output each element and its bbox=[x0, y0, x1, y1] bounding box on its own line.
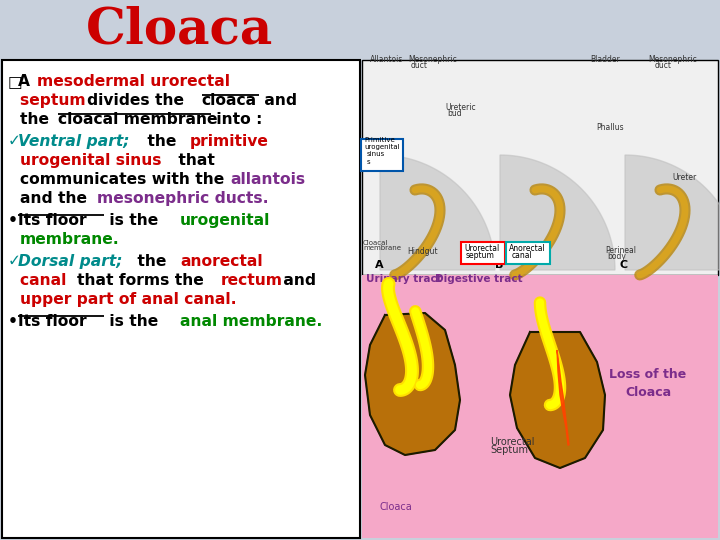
Text: is the: is the bbox=[104, 213, 163, 228]
Text: Ventral part;: Ventral part; bbox=[17, 134, 129, 149]
Text: Digestive tract: Digestive tract bbox=[435, 274, 523, 284]
Text: B: B bbox=[495, 260, 503, 270]
Text: divides the: divides the bbox=[87, 93, 189, 108]
Text: Cloacal: Cloacal bbox=[363, 240, 388, 246]
Text: Cloaca: Cloaca bbox=[86, 5, 274, 55]
Text: septum: septum bbox=[466, 251, 495, 260]
Bar bbox=[2, 60, 360, 538]
Text: Allantois: Allantois bbox=[370, 55, 403, 64]
Text: ✓: ✓ bbox=[8, 254, 21, 269]
Text: and the: and the bbox=[20, 191, 92, 206]
Text: allantois: allantois bbox=[230, 172, 305, 187]
Text: •: • bbox=[8, 314, 18, 329]
Text: is the: is the bbox=[104, 314, 163, 329]
Text: upper part of anal canal.: upper part of anal canal. bbox=[20, 292, 237, 307]
Text: duct: duct bbox=[411, 61, 428, 70]
Text: ✓: ✓ bbox=[8, 134, 21, 149]
Text: □: □ bbox=[8, 74, 22, 89]
Text: Its floor: Its floor bbox=[17, 314, 86, 329]
Text: membrane: membrane bbox=[363, 245, 401, 251]
Text: Mesonephric: Mesonephric bbox=[648, 55, 697, 64]
Text: into :: into : bbox=[212, 112, 263, 127]
FancyBboxPatch shape bbox=[506, 242, 550, 264]
Text: the: the bbox=[20, 112, 55, 127]
Text: A: A bbox=[17, 74, 35, 89]
Text: and: and bbox=[279, 273, 316, 288]
Text: Perineal: Perineal bbox=[605, 246, 636, 255]
Text: urogenital: urogenital bbox=[180, 213, 271, 228]
Polygon shape bbox=[500, 155, 615, 270]
Text: communicates with the: communicates with the bbox=[20, 172, 230, 187]
Text: Mesonephric: Mesonephric bbox=[408, 55, 456, 64]
Text: Primitive: Primitive bbox=[364, 137, 395, 143]
Text: urogenital sinus: urogenital sinus bbox=[20, 153, 161, 168]
FancyBboxPatch shape bbox=[361, 139, 403, 171]
Text: primitive: primitive bbox=[190, 134, 269, 149]
Polygon shape bbox=[625, 155, 720, 270]
Text: canal: canal bbox=[20, 273, 72, 288]
Text: s: s bbox=[367, 159, 371, 165]
Text: Ureteric: Ureteric bbox=[445, 103, 476, 112]
Polygon shape bbox=[510, 332, 605, 468]
Text: anal membrane.: anal membrane. bbox=[180, 314, 323, 329]
Text: that forms the: that forms the bbox=[78, 273, 210, 288]
FancyBboxPatch shape bbox=[461, 242, 505, 264]
Polygon shape bbox=[557, 350, 569, 445]
Text: septum: septum bbox=[20, 93, 91, 108]
Text: cloacal membrane: cloacal membrane bbox=[58, 112, 217, 127]
Text: the: the bbox=[142, 134, 181, 149]
Text: Bladder: Bladder bbox=[590, 55, 620, 64]
Text: and: and bbox=[259, 93, 297, 108]
Text: Its floor: Its floor bbox=[17, 213, 86, 228]
Text: Urorectal: Urorectal bbox=[490, 437, 534, 447]
Text: Septum: Septum bbox=[490, 445, 528, 455]
Text: C: C bbox=[620, 260, 628, 270]
Text: rectum: rectum bbox=[221, 273, 283, 288]
Bar bbox=[362, 60, 718, 275]
Text: urogenital: urogenital bbox=[364, 144, 400, 150]
Text: Urorectal: Urorectal bbox=[464, 244, 499, 253]
Text: Anorectal: Anorectal bbox=[509, 244, 546, 253]
Text: mesodermal urorectal: mesodermal urorectal bbox=[37, 74, 230, 89]
Text: duct: duct bbox=[655, 61, 672, 70]
Text: Urinary tract: Urinary tract bbox=[366, 274, 442, 284]
Text: Loss of the: Loss of the bbox=[609, 368, 687, 381]
Text: membrane.: membrane. bbox=[20, 232, 120, 247]
Text: Cloaca: Cloaca bbox=[380, 502, 413, 512]
Text: Dorsal part;: Dorsal part; bbox=[17, 254, 122, 269]
Text: that: that bbox=[173, 153, 215, 168]
Polygon shape bbox=[380, 155, 495, 270]
Text: the: the bbox=[132, 254, 172, 269]
Polygon shape bbox=[365, 313, 460, 455]
Text: bud: bud bbox=[447, 109, 462, 118]
Text: Ureter: Ureter bbox=[672, 173, 696, 182]
Text: Phallus: Phallus bbox=[596, 123, 624, 132]
Bar bbox=[362, 275, 718, 538]
Text: mesonephric ducts.: mesonephric ducts. bbox=[96, 191, 268, 206]
Text: cloaca: cloaca bbox=[202, 93, 257, 108]
Text: A: A bbox=[375, 260, 384, 270]
Text: Hindgut: Hindgut bbox=[407, 247, 438, 256]
Text: Cloaca: Cloaca bbox=[625, 386, 671, 399]
Text: anorectal: anorectal bbox=[180, 254, 263, 269]
Text: body: body bbox=[607, 252, 626, 261]
Text: sinus: sinus bbox=[367, 151, 385, 157]
Text: canal: canal bbox=[512, 251, 533, 260]
Text: •: • bbox=[8, 213, 18, 228]
